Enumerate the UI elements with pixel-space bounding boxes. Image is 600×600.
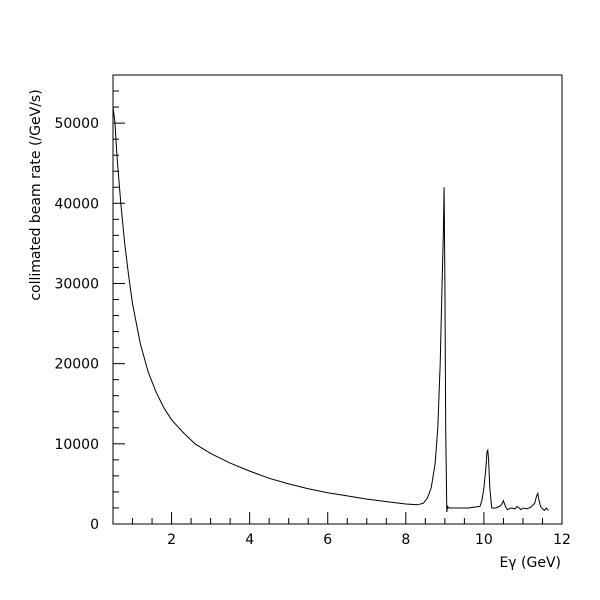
series-line-beam-rate	[112, 107, 549, 513]
plot-frame	[112, 74, 563, 525]
x-tick-label: 2	[167, 532, 176, 548]
y-tick-label: 30000	[54, 276, 99, 292]
x-tick-label: 6	[323, 532, 332, 548]
y-tick-label: 40000	[54, 196, 99, 212]
y-tick-label: 50000	[54, 116, 99, 132]
x-tick-label: 4	[245, 532, 254, 548]
y-axis-label: collimated beam rate (/GeV/s)	[28, 89, 44, 300]
y-axis: 0 10000 20000 30000 40000 50000	[54, 90, 125, 533]
x-tick-label: 12	[553, 532, 571, 548]
y-tick-label: 20000	[54, 357, 99, 373]
y-tick-label: 10000	[54, 437, 99, 453]
x-tick-label: 8	[401, 532, 410, 548]
y-tick-label: 0	[90, 517, 99, 533]
x-tick-label: 10	[475, 532, 493, 548]
x-axis-label: Eγ (GeV)	[499, 555, 561, 571]
x-axis: 2 4 6 8 10 12	[132, 512, 571, 548]
